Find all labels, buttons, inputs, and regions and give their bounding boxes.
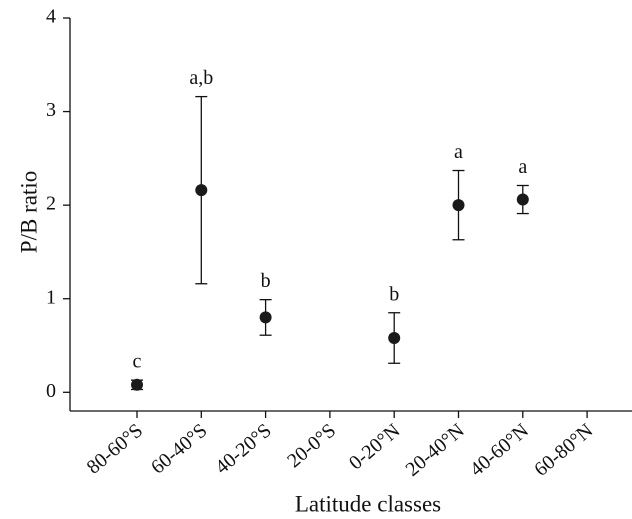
point (388, 332, 401, 345)
y-tick-label: 3 (46, 99, 56, 121)
x-axis-label: Latitude classes (295, 491, 441, 516)
x-tick-label: 80-60°S (83, 419, 148, 478)
point (259, 311, 272, 324)
x-tick-label: 60-40°S (147, 419, 212, 478)
y-axis-label: P/B ratio (16, 171, 41, 253)
y-tick-label: 2 (46, 193, 56, 215)
y-tick-label: 1 (46, 286, 56, 308)
x-tick-label: 40-20°S (211, 419, 276, 478)
annotation: a (518, 156, 527, 178)
annotation: b (389, 283, 399, 305)
y-tick-label: 4 (46, 6, 56, 28)
point (195, 184, 208, 197)
x-tick-label: 40-60°N (466, 419, 533, 480)
point (516, 193, 529, 206)
annotation: b (261, 270, 271, 292)
x-tick-label: 0-20°N (345, 419, 404, 474)
point (131, 378, 143, 391)
annotation: a (454, 141, 463, 163)
y-tick-label: 0 (46, 380, 56, 402)
point (452, 199, 465, 212)
x-tick-label: 20-0°S (283, 419, 340, 472)
annotation: c (133, 351, 142, 373)
x-tick-label: 20-40°N (402, 419, 469, 480)
annotation: a,b (189, 67, 213, 89)
x-tick-label: 60-80°N (530, 419, 597, 480)
